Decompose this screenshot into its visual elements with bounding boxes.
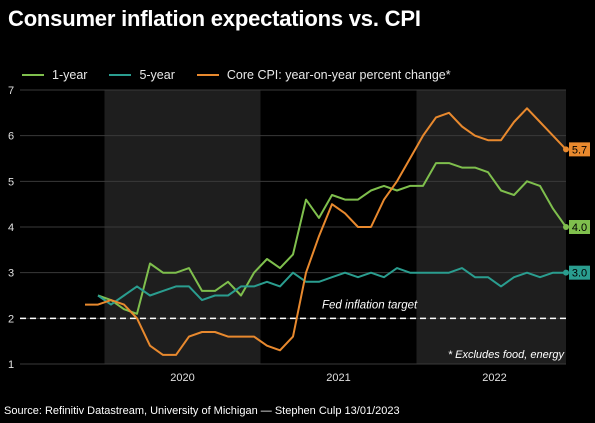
series-endpoint-five-year — [563, 269, 569, 276]
legend-label-5-year: 5-year — [139, 68, 175, 82]
y-tick-label: 5 — [8, 176, 14, 188]
legend-label-1-year: 1-year — [52, 68, 88, 82]
legend-label-core-cpi: Core CPI: year-on-year percent change* — [226, 68, 451, 82]
series-endpoint-core-cpi — [563, 146, 569, 153]
y-tick-label: 6 — [8, 131, 14, 143]
y-tick-label: 3 — [8, 268, 14, 280]
fed-target-label: Fed inflation target — [322, 299, 418, 311]
chart-title: Consumer inflation expectations vs. CPI — [8, 6, 421, 31]
x-tick-label: 2022 — [482, 372, 506, 384]
x-tick-label: 2021 — [326, 372, 350, 384]
series-endpoint-one-year — [563, 224, 569, 230]
legend-swatch-core-cpi — [196, 74, 219, 76]
y-tick-label: 4 — [8, 222, 14, 234]
end-label-text: 4.0 — [572, 222, 587, 234]
legend: 1-year 5-year Core CPI: year-on-year per… — [22, 66, 473, 84]
end-label-one-year: 4.0 — [569, 220, 590, 234]
end-label-box — [569, 142, 590, 157]
series-line-one-year — [97, 162, 567, 315]
end-label-five-year: 3.0 — [569, 265, 590, 280]
end-label-box — [569, 220, 590, 234]
legend-item-core-cpi: Core CPI: year-on-year percent change* — [196, 68, 451, 82]
x-tick-label: 2020 — [170, 372, 194, 384]
y-tick-label: 1 — [8, 359, 14, 371]
y-tick-label: 7 — [8, 85, 14, 97]
end-label-box — [569, 265, 590, 280]
series-line-five-year — [97, 267, 566, 306]
y-tick-label: 2 — [8, 313, 14, 325]
legend-swatch-5-year — [109, 74, 132, 76]
source-note: Source: Refinitiv Datastream, University… — [4, 405, 400, 417]
end-label-text: 3.0 — [572, 268, 587, 280]
legend-item-5-year: 5-year — [109, 68, 175, 82]
legend-swatch-1-year — [22, 74, 44, 76]
series-line-core-cpi — [85, 107, 567, 356]
legend-item-1-year: 1-year — [22, 68, 87, 82]
end-label-text: 5.7 — [572, 144, 587, 156]
end-label-core-cpi: 5.7 — [569, 142, 590, 157]
footnote-annotation: * Excludes food, energy — [448, 349, 566, 361]
